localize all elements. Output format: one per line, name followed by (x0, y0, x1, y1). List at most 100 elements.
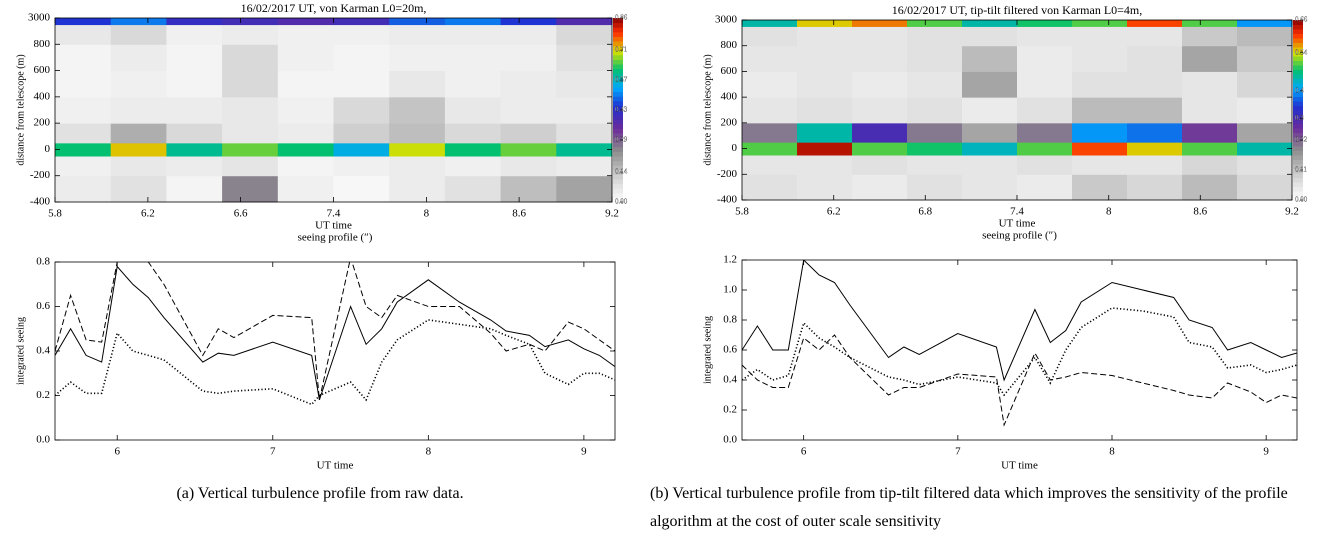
heatmap-cell (166, 142, 223, 157)
heatmap-cell (1072, 26, 1128, 47)
colorbar-swatch (613, 77, 623, 83)
heatmap-cell (55, 24, 112, 45)
x-tick-label: 9 (581, 446, 587, 458)
heatmap-cell (500, 18, 557, 26)
heatmap-cell (556, 96, 613, 124)
heatmap-cell (55, 18, 112, 26)
colorbar-swatch (1293, 137, 1303, 142)
y-tick-label: 1.2 (723, 254, 737, 266)
y-tick-label: 0 (732, 142, 738, 154)
heatmap-cell (222, 156, 279, 177)
y-tick-label: -400 (30, 196, 51, 208)
x-tick-label: 5.8 (48, 208, 62, 220)
colorbar-swatch (613, 110, 623, 116)
heatmap-cell (500, 44, 557, 72)
colorbar-swatch (1293, 78, 1303, 84)
colorbar-swatch (1293, 105, 1303, 111)
y-tick-label: 0 (45, 143, 51, 155)
colorbar-swatch (613, 105, 623, 111)
heatmap-cell (389, 123, 446, 144)
heatmap-cell (333, 24, 390, 45)
colorbar-tick-label: 0.71 (615, 46, 628, 54)
colorbar-swatch (1293, 182, 1303, 187)
colorbar-swatch (613, 96, 623, 102)
colorbar-swatch (613, 169, 623, 175)
y-tick-label: 0.4 (723, 374, 737, 386)
heatmap-cell (742, 97, 798, 124)
heatmap-cell (1017, 26, 1073, 47)
colorbar-swatch (1293, 74, 1303, 79)
colorbar-swatch (1293, 119, 1303, 124)
colorbar-swatch (1293, 33, 1303, 39)
heatmap-cell (333, 96, 390, 124)
colorbar-swatch (613, 114, 623, 120)
y-tick-label: 0.2 (723, 404, 737, 416)
heatmap-cell (1127, 155, 1183, 175)
colorbar-swatch (1293, 155, 1303, 160)
heatmap-cell (500, 156, 557, 177)
heatmap-cell (1072, 45, 1128, 72)
y-tick-label: 400 (721, 91, 738, 103)
heatmap-cell (797, 174, 853, 201)
heatmap-cell (556, 123, 613, 144)
heatmap-cell (1072, 97, 1128, 124)
y-tick-label: 800 (34, 38, 51, 50)
colorbar-swatch (1293, 83, 1303, 88)
colorbar-swatch (1293, 159, 1303, 165)
x-tick-label: 8 (1106, 206, 1112, 218)
series-line (742, 307, 1297, 397)
colorbar-swatch (613, 142, 623, 148)
heatmap-cell (1017, 122, 1073, 143)
colorbar-swatch (613, 22, 623, 28)
heatmap-cell (1017, 71, 1073, 98)
colorbar-swatch (613, 179, 623, 185)
heatmap-cell (907, 20, 963, 27)
colorbar-tick-label: 0.57 (615, 76, 628, 84)
y-tick-label: 200 (721, 116, 738, 128)
heatmap-cell (222, 44, 279, 72)
heatmap-cell (1072, 20, 1128, 27)
y-tick-label: -200 (717, 168, 738, 180)
heatmap-cell (962, 97, 1018, 124)
heatmap-cell (277, 18, 334, 26)
heatmap-cell (797, 71, 853, 98)
colorbar-tick-label: 0.66 (1295, 16, 1308, 24)
heatmap-cell (797, 142, 853, 156)
heatmap-cell (907, 97, 963, 124)
colorbar-swatch (1293, 87, 1303, 93)
heatmap-cell (277, 123, 334, 144)
heatmap-cell (389, 44, 446, 72)
colorbar-swatch (613, 123, 623, 129)
heatmap-cell (389, 142, 446, 157)
heatmap-cell (277, 96, 334, 124)
heatmap-cell (852, 45, 908, 72)
heatmap-cell (742, 26, 798, 47)
colorbar-swatch (1293, 150, 1303, 156)
x-tick-label: 6.2 (827, 206, 841, 218)
colorbar-tick-label: 0.14 (615, 168, 628, 176)
colorbar-swatch (613, 18, 623, 24)
heatmap-cell (907, 174, 963, 201)
colorbar-swatch (1293, 56, 1303, 61)
y-tick-label: 600 (721, 65, 738, 77)
heatmap-cell (742, 155, 798, 175)
colorbar-swatch (613, 50, 623, 56)
y-tick-label: 0.6 (723, 344, 737, 356)
heatmap-cell (166, 175, 223, 203)
colorbar-swatch (613, 31, 623, 37)
plot-frame (741, 259, 1298, 441)
heatmap-cell (742, 45, 798, 72)
heatmap-cell (556, 18, 613, 26)
colorbar-swatch (1293, 186, 1303, 192)
heatmap-cell (1182, 142, 1238, 156)
heatmap-cell (556, 24, 613, 45)
y-tick-label: 0.2 (36, 389, 50, 401)
x-tick-label: 6.6 (234, 208, 248, 220)
y-tick-label: 200 (34, 117, 51, 129)
y-tick-label: 600 (34, 64, 51, 76)
heatmap-cell (277, 44, 334, 72)
heatmap-cell (1182, 174, 1238, 201)
y-tick-label: 0.0 (36, 434, 50, 446)
heatmap-cell (500, 24, 557, 45)
